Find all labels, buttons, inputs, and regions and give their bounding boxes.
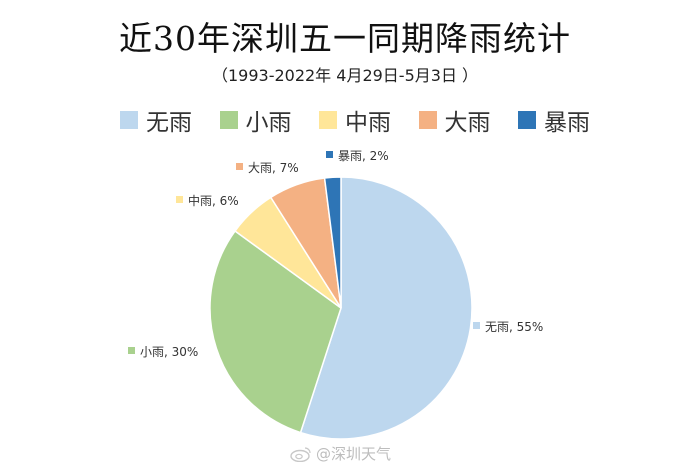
legend-swatch-2 — [319, 111, 337, 129]
weibo-logo-icon — [290, 446, 311, 462]
legend-label-4: 暴雨 — [544, 110, 590, 136]
chart-title: 近30年深圳五一同期降雨统计 — [119, 19, 571, 58]
legend-label-3: 大雨 — [444, 110, 491, 136]
data-label-marker-0 — [473, 322, 480, 329]
chart-subtitle: （1993-2022年 4月29日-5月3日 ） — [211, 66, 479, 85]
legend-swatch-3 — [418, 111, 437, 129]
legend-swatch-4 — [518, 111, 536, 129]
legend-item-2: 中雨 — [319, 103, 391, 137]
data-label-4: 暴雨, 2% — [338, 149, 389, 163]
pie-slice-4 — [323, 176, 342, 309]
pie-slice-1 — [209, 229, 342, 434]
legend-label-2: 中雨 — [345, 110, 391, 136]
legend-swatch-1 — [219, 111, 238, 129]
legend-item-1: 小雨 — [219, 103, 292, 137]
data-label-marker-1 — [128, 347, 135, 354]
data-label-1: 小雨, 30% — [140, 345, 198, 359]
data-label-0: 无雨, 55% — [485, 320, 543, 334]
data-label-marker-2 — [176, 196, 183, 203]
legend: 无雨 小雨 中雨 大雨 暴雨 — [120, 103, 590, 137]
legend-item-3: 大雨 — [418, 103, 491, 137]
legend-item-4: 暴雨 — [518, 103, 590, 137]
legend-swatch-0 — [120, 111, 138, 129]
legend-item-0: 无雨 — [120, 103, 192, 137]
watermark: @深圳天气 — [290, 443, 391, 464]
legend-label-0: 无雨 — [146, 110, 192, 136]
data-label-marker-4 — [326, 151, 333, 158]
data-label-2: 中雨, 6% — [188, 193, 239, 208]
data-label-marker-3 — [236, 163, 243, 170]
data-label-3: 大雨, 7% — [248, 161, 299, 175]
legend-label-1: 小雨 — [245, 110, 292, 136]
pie-slice-0 — [299, 176, 473, 440]
watermark-text: @深圳天气 — [316, 445, 392, 463]
